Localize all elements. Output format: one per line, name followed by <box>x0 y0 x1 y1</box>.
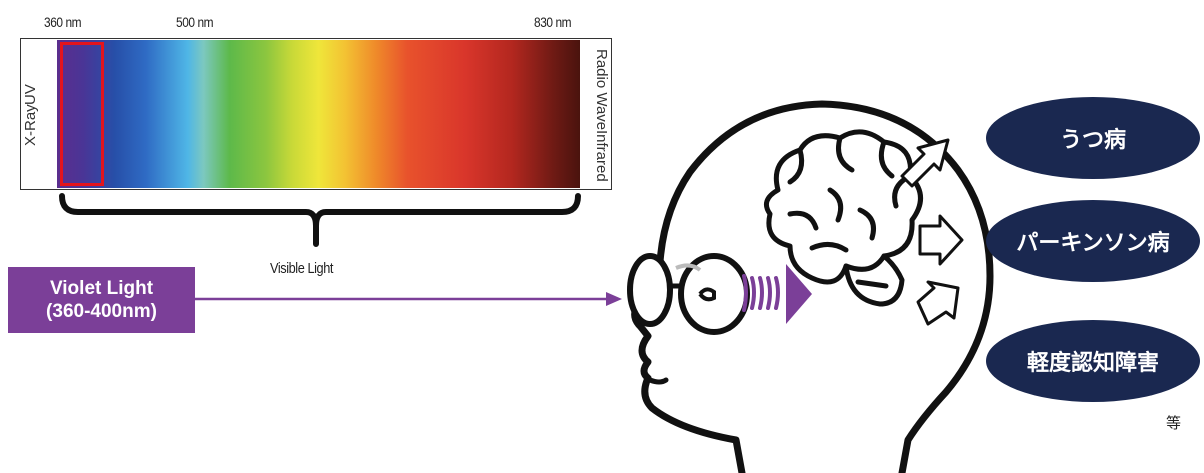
right-side-labels: Radio Wave Infrared <box>580 44 610 186</box>
outcome-pill-mci: 軽度認知障害 <box>986 320 1200 402</box>
arrow-down-right-icon <box>916 280 960 326</box>
etc-suffix: 等 <box>1166 414 1182 432</box>
radio-wave-label: Radio Wave <box>593 48 610 130</box>
outcome-pill-parkinsons: パーキンソン病 <box>986 200 1200 282</box>
light-waves-arrowhead <box>786 264 812 324</box>
visible-spectrum-bar <box>57 40 580 188</box>
infrared-label: Infrared <box>593 129 610 182</box>
outcome-pill-depression: うつ病 <box>986 97 1200 179</box>
violet-light-box: Violet Light (360-400nm) <box>8 267 195 333</box>
brain-icon <box>763 129 923 307</box>
outcome-arrows <box>900 138 964 326</box>
violet-light-arrow <box>195 292 622 306</box>
glasses-icon <box>627 253 750 335</box>
violet-range-highlight <box>60 42 104 186</box>
wavelength-label-500: 500 nm <box>176 14 214 30</box>
head-outline <box>631 100 994 473</box>
arrow-up-right-icon <box>900 138 950 188</box>
violet-light-range: (360-400nm) <box>46 301 157 322</box>
light-waves-icon <box>742 274 780 312</box>
visible-light-bracket <box>59 193 581 247</box>
violet-light-title: Violet Light <box>49 278 154 299</box>
wavelength-label-830: 830 nm <box>534 14 572 30</box>
visible-light-label: Visible Light <box>270 260 334 277</box>
wavelength-label-360: 360 nm <box>44 14 82 30</box>
arrow-right-icon <box>918 214 964 266</box>
lips-detail <box>647 377 669 385</box>
